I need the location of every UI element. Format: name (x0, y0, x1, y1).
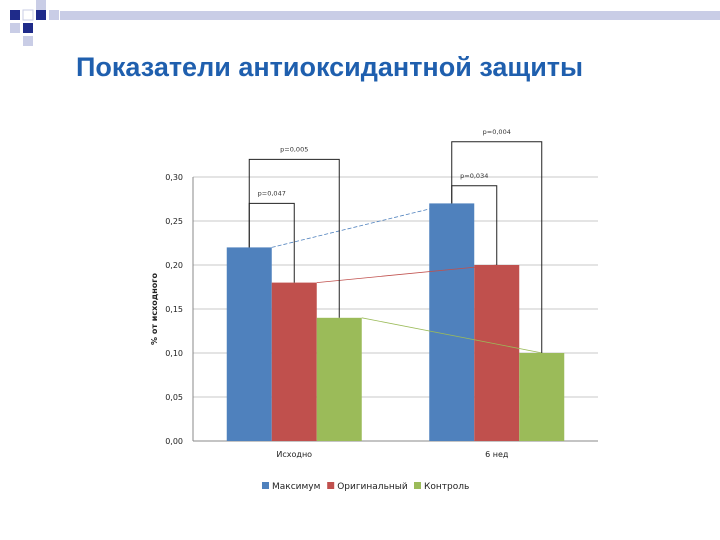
p-value-label: p=0,004 (483, 128, 511, 136)
slide-title: Показатели антиоксидантной защиты (76, 52, 584, 82)
legend-swatch (327, 482, 335, 489)
legend-swatch (414, 482, 421, 489)
y-tick-label: 0,30 (165, 173, 183, 182)
deco-square (23, 23, 33, 33)
deco-bar (60, 11, 720, 20)
legend-label: Контроль (424, 482, 469, 492)
trend-line (271, 203, 453, 248)
deco-square (10, 23, 20, 33)
bar (226, 247, 272, 441)
deco-square (36, 0, 46, 10)
deco-square (22, 9, 34, 21)
deco-square (10, 10, 20, 20)
y-axis-label: % от исходного (150, 273, 159, 345)
bar (474, 265, 520, 441)
bar (519, 353, 565, 441)
y-tick-label: 0,15 (165, 305, 183, 314)
p-value-label: p=0,005 (280, 145, 308, 153)
significance-bracket (248, 158, 340, 318)
deco-square (49, 10, 59, 20)
legend-swatch (262, 482, 269, 489)
y-tick-label: 0,00 (165, 437, 183, 446)
bar (316, 317, 362, 441)
y-tick-label: 0,25 (165, 217, 183, 226)
trend-line (316, 264, 498, 283)
bar (429, 203, 475, 441)
legend-label: Максимум (272, 482, 320, 492)
trend-line (361, 317, 543, 354)
bar (271, 282, 317, 441)
deco-square (36, 10, 46, 20)
deco-square (23, 36, 33, 46)
p-value-label: p=0,034 (460, 172, 488, 180)
y-tick-label: 0,10 (165, 349, 183, 358)
y-tick-label: 0,05 (165, 393, 183, 402)
x-tick-label: Исходно (276, 450, 312, 459)
p-value-label: p=0,047 (258, 189, 286, 197)
x-tick-label: 6 нед (485, 450, 509, 459)
significance-bracket (451, 141, 543, 353)
legend-label: Оригинальный (337, 482, 408, 492)
decorative-header (10, 0, 720, 46)
y-tick-label: 0,20 (165, 261, 183, 270)
